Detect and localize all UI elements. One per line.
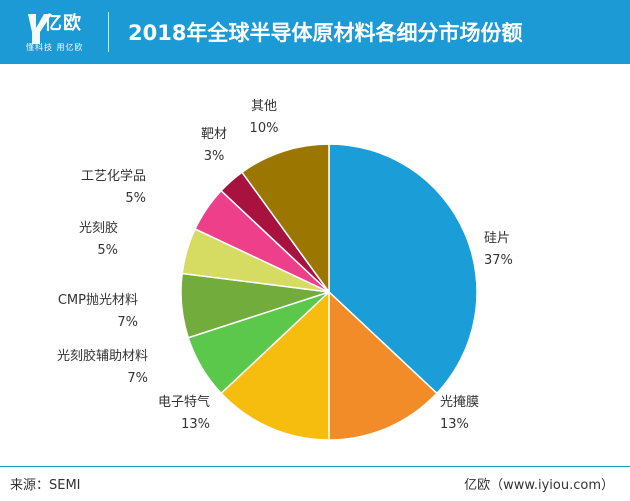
yiou-logo-icon — [28, 14, 52, 44]
slice-label-4: CMP抛光材料 — [58, 293, 138, 308]
slice-label-8: 其他 — [251, 99, 277, 114]
brand-credit: 亿欧（www.iyiou.com） — [464, 478, 614, 493]
pie-slice-8 — [240, 143, 330, 295]
slice-label-1: 光掩膜 — [440, 395, 479, 410]
slice-pct-6: 5% — [125, 191, 146, 206]
slice-label-6: 工艺化学品 — [81, 168, 146, 184]
slice-pct-4: 7% — [117, 315, 138, 330]
slice-label-0: 硅片 — [484, 231, 510, 246]
slice-label-7: 靶材 — [201, 127, 227, 142]
slice-label-3: 光刻胶辅助材料 — [57, 348, 148, 364]
slice-pct-5: 5% — [97, 243, 118, 258]
logo-subtitle: 懂科技 用亿欧 — [26, 43, 84, 52]
slice-label-5: 光刻胶 — [79, 220, 118, 236]
slice-pct-2: 13% — [181, 417, 210, 432]
pie-slice-1 — [328, 290, 438, 441]
footer-divider — [0, 466, 630, 467]
slice-pct-7: 3% — [204, 149, 225, 164]
pie-slice-2 — [220, 290, 330, 441]
header-bar: 亿欧 懂科技 用亿欧 2018年全球半导体原材料各细分市场份额 — [0, 0, 630, 64]
slice-pct-3: 7% — [127, 371, 148, 386]
slice-pct-0: 37% — [484, 253, 513, 268]
page-title: 2018年全球半导体原材料各细分市场份额 — [128, 21, 523, 45]
source-note: 来源：SEMI — [10, 478, 81, 493]
slice-pct-1: 13% — [440, 417, 469, 432]
logo-text: 亿欧 — [44, 13, 82, 34]
pie-slice-0 — [328, 143, 478, 395]
slice-pct-8: 10% — [250, 121, 279, 136]
header-divider — [108, 12, 109, 52]
slice-label-2: 电子特气 — [158, 394, 210, 410]
pie-chart: 硅片 37% 光掩膜 13% 电子特气 13% 光刻胶辅助材料 7% CMP抛光材料 7% 光刻胶 5… — [57, 99, 513, 441]
